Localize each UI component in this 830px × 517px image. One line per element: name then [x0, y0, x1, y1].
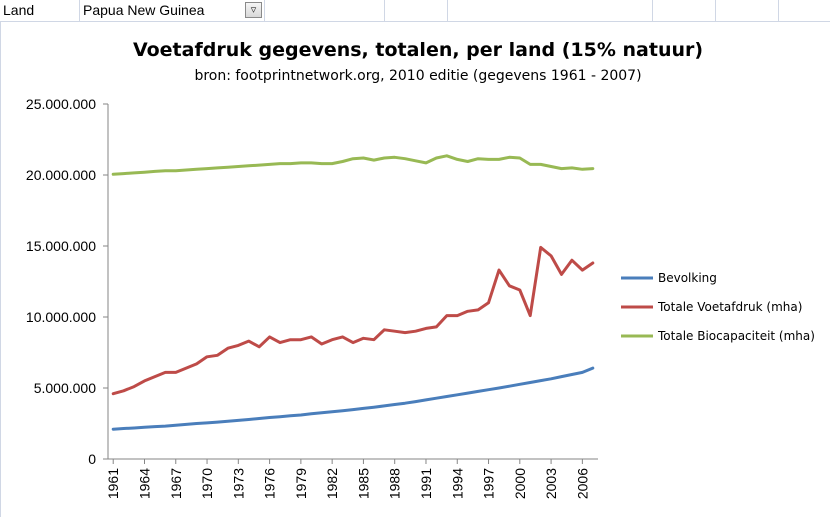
- x-tick-label: 2000: [512, 468, 528, 499]
- sheet-gridline: [0, 22, 1, 517]
- x-axis: 1961 1964 1967 1970 1973 1976 1979 1982 1985 1988…: [105, 458, 598, 499]
- empty-cell[interactable]: [653, 0, 716, 21]
- series-line-bevolking: [111, 366, 595, 431]
- x-tick-label: 1967: [168, 468, 184, 499]
- empty-cell[interactable]: [716, 0, 779, 21]
- x-tick-label: 1961: [105, 468, 121, 499]
- x-tick-label: 2006: [574, 468, 590, 499]
- legend-label: Bevolking: [658, 271, 717, 285]
- x-tick-label: 1991: [418, 468, 434, 499]
- country-filter-cell[interactable]: Papua New Guinea: [80, 0, 265, 21]
- x-tick-label: 2003: [543, 468, 559, 499]
- y-tick-label: 20.000.000: [26, 167, 96, 183]
- x-tick-label: 1988: [387, 468, 403, 499]
- y-tick-label: 0: [88, 451, 96, 467]
- filter-label-cell[interactable]: Land: [0, 0, 80, 21]
- y-tick-label: 10.000.000: [26, 309, 96, 325]
- empty-cell[interactable]: [448, 0, 653, 21]
- x-tick-label: 1964: [136, 468, 152, 499]
- x-tick-label: 1979: [293, 468, 309, 499]
- y-tick-label: 5.000.000: [34, 380, 96, 396]
- x-tick-label: 1994: [449, 468, 465, 499]
- chart-title: Voetafdruk gegevens, totalen, per land (…: [133, 39, 703, 61]
- y-tick-label: 25.000.000: [26, 96, 96, 112]
- x-tick-label: 1976: [262, 468, 278, 499]
- y-tick-label: 15.000.000: [26, 238, 96, 254]
- series-lines: [111, 154, 595, 431]
- series-line-totale-biocapaciteit-mha: [111, 154, 595, 176]
- legend: Bevolking Totale Voetafdruk (mha) Totale B…: [621, 271, 815, 343]
- x-tick-label: 1985: [355, 468, 371, 499]
- legend-label: Totale Voetafdruk (mha): [657, 300, 802, 314]
- empty-cell[interactable]: [265, 0, 385, 21]
- empty-cell[interactable]: [385, 0, 448, 21]
- x-tick-label: 1997: [481, 468, 497, 499]
- y-axis: 0 5.000.000 10.000.000 15.000.000 20.000.000…: [26, 96, 109, 467]
- x-tick-label: 1982: [324, 468, 340, 499]
- legend-label: Totale Biocapaciteit (mha): [657, 329, 815, 343]
- x-tick-label: 1970: [199, 468, 215, 499]
- x-tick-label: 1973: [230, 468, 246, 499]
- filter-dropdown-icon[interactable]: ▿: [245, 2, 262, 18]
- spreadsheet-header-row: Land Papua New Guinea ▿: [0, 0, 830, 22]
- chart-subtitle: bron: footprintnetwork.org, 2010 editie …: [194, 68, 641, 84]
- series-line-totale-voetafdruk-mha: [111, 245, 595, 396]
